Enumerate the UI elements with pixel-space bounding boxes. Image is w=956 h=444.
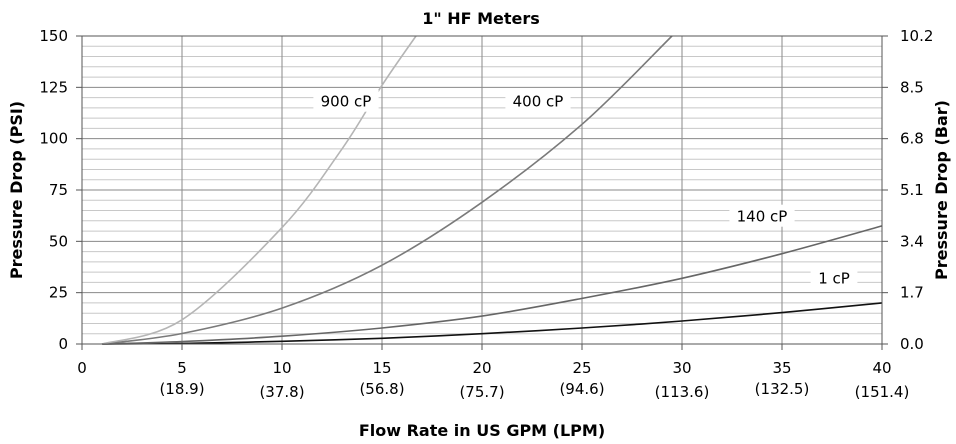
- series-label-bg-140-cp: [729, 204, 795, 227]
- x-tick-label: 35: [772, 359, 791, 377]
- series-label-1-cp: 1 cP: [818, 269, 850, 287]
- series-label-bg-900-cp: [313, 89, 379, 112]
- series-label-140-cp: 140 cP: [737, 208, 788, 226]
- x-secondary-tick-label: (151.4): [855, 383, 910, 401]
- series-line-140-cp: [101, 225, 883, 345]
- series-line-400-cp: [101, 35, 673, 345]
- y2-tick-label: 6.8: [900, 130, 924, 148]
- y-tick-label: 75: [49, 181, 68, 199]
- series-label-900-cp: 900 cP: [321, 93, 372, 111]
- y-tick-label: 25: [49, 284, 68, 302]
- y2-tick-label: 3.4: [900, 232, 924, 250]
- y-tick-label: 125: [39, 78, 68, 96]
- x-secondary-tick-label: (94.6): [559, 380, 604, 398]
- x-tick-label: 20: [472, 359, 491, 377]
- x-tick-label: 25: [572, 359, 591, 377]
- series-line-1-cp: [101, 302, 883, 345]
- x-tick-label: 30: [672, 359, 691, 377]
- x-tick-label: 15: [372, 359, 391, 377]
- chart-title: 1" HF Meters: [422, 9, 540, 28]
- x-tick-label: 40: [872, 359, 891, 377]
- y-axis-label: Pressure Drop (PSI): [7, 101, 26, 279]
- y2-tick-label: 1.7: [900, 284, 924, 302]
- y-tick-label: 100: [39, 130, 68, 148]
- y2-tick-label: 10.2: [900, 27, 933, 45]
- x-tick-label: 5: [177, 359, 187, 377]
- series-label-400-cp: 400 cP: [513, 93, 564, 111]
- y2-tick-label: 8.5: [900, 78, 924, 96]
- x-tick-label: 0: [77, 359, 87, 377]
- series-line-900-cp: [101, 35, 417, 345]
- series-lines: [101, 35, 883, 345]
- y2-tick-label: 0.0: [900, 335, 924, 353]
- series-labels: 900 cP 400 cP 140 cP 1 cP: [313, 89, 858, 289]
- x-tick-label: 10: [272, 359, 291, 377]
- tick-labels: 0 25 50 75 100 125 150 0.0 1.7 3.4 5.1 6.8 8.5 10.2 0 5…: [39, 27, 933, 401]
- x-secondary-tick-label: (75.7): [459, 383, 504, 401]
- x-axis-label: Flow Rate in US GPM (LPM): [359, 421, 605, 440]
- x-secondary-tick-label: (56.8): [359, 380, 404, 398]
- x-secondary-tick-label: (113.6): [655, 383, 710, 401]
- y-tick-label: 0: [58, 335, 68, 353]
- series-label-bg-1-cp: [810, 266, 858, 289]
- y-tick-label: 150: [39, 27, 68, 45]
- series-label-bg-400-cp: [505, 89, 571, 112]
- y2-axis-label: Pressure Drop (Bar): [932, 100, 951, 280]
- y2-tick-label: 5.1: [900, 181, 924, 199]
- x-secondary-tick-label: (18.9): [159, 380, 204, 398]
- x-secondary-tick-label: (132.5): [755, 380, 810, 398]
- y-tick-label: 50: [49, 232, 68, 250]
- grid: [82, 36, 882, 344]
- x-secondary-tick-label: (37.8): [259, 383, 304, 401]
